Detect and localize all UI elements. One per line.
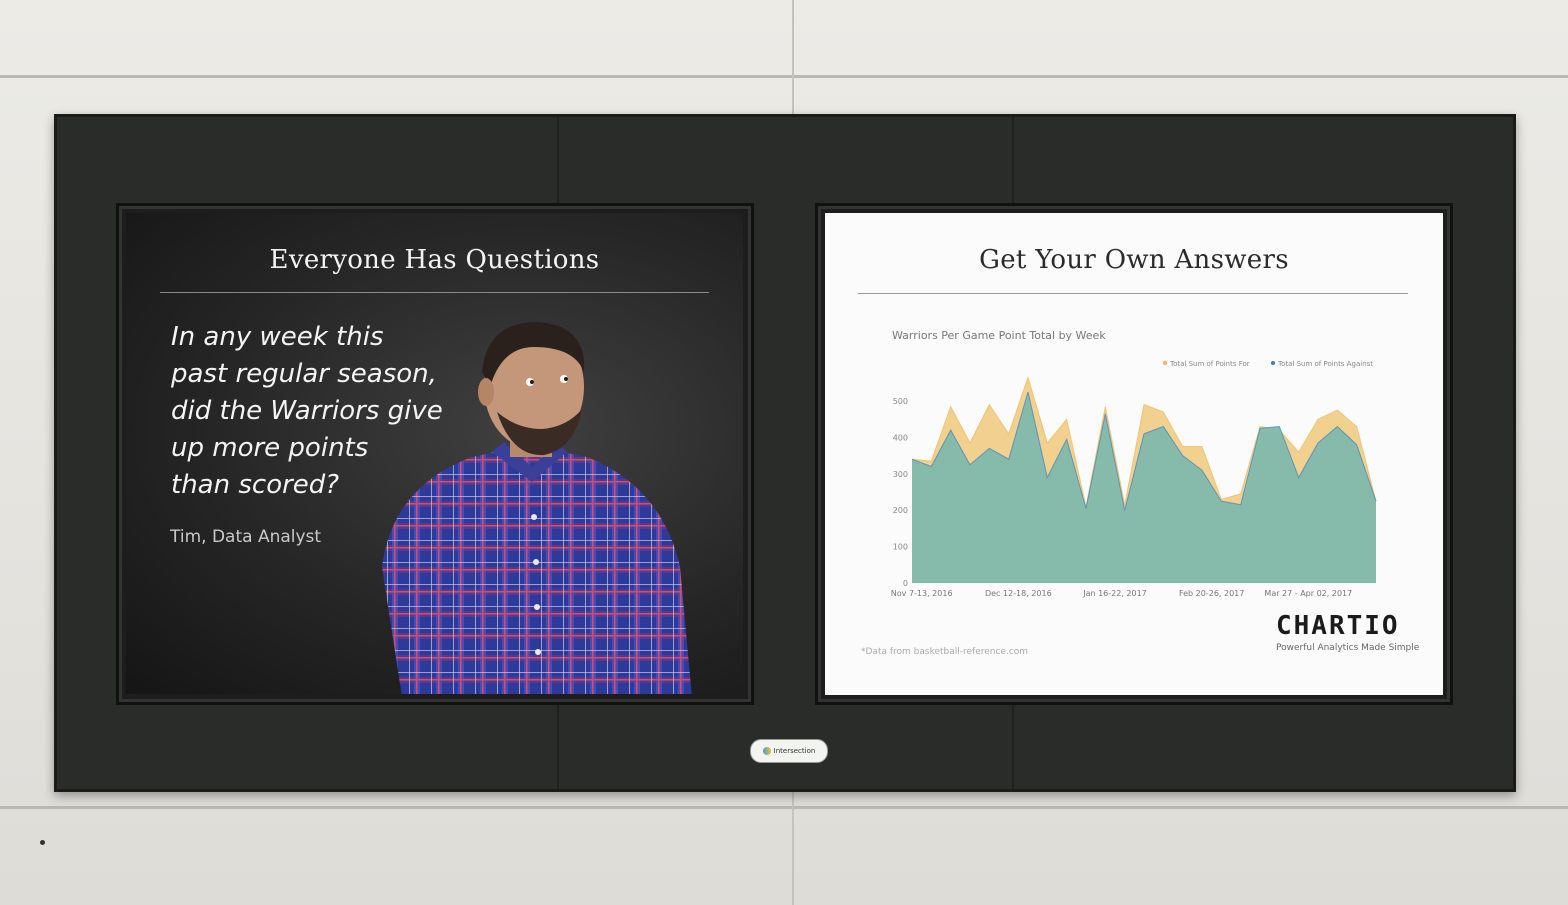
y-tick-label: 500 — [893, 397, 908, 406]
intersection-plaque: Intersection — [750, 739, 828, 763]
title-divider — [858, 293, 1408, 294]
left-poster: Everyone Has Questions In any week this … — [126, 213, 743, 694]
x-tick-label: Jan 16-22, 2017 — [1082, 589, 1147, 598]
x-tick-label: Nov 7-13, 2016 — [891, 589, 953, 598]
question-line: past regular season, — [171, 359, 437, 389]
hair — [482, 322, 585, 387]
question-line: did the Warriors give — [171, 396, 443, 426]
wall-speck — [40, 840, 45, 845]
shirt — [382, 445, 692, 694]
chart-title: Warriors Per Game Point Total by Week — [892, 329, 1106, 342]
y-tick-label: 300 — [893, 470, 908, 479]
ear — [478, 378, 494, 406]
area-chart: 0 100 200 300 400 500 Nov 7-13, 2016 Dec 12-18,… — [891, 360, 1377, 598]
series-line — [911, 375, 1377, 507]
legend-marker — [1163, 361, 1167, 365]
title-divider — [160, 292, 709, 293]
x-tick-label: Feb 20-26, 2017 — [1179, 589, 1244, 598]
wall-tile-joint — [0, 75, 1568, 78]
right-poster: Get Your Own Answers Warriors Per Game P… — [825, 213, 1443, 695]
analyst-photo — [382, 322, 692, 694]
series-area — [912, 391, 1376, 583]
x-tick-label: Mar 27 - Apr 02, 2017 — [1264, 589, 1352, 598]
y-tick-label: 400 — [893, 433, 908, 442]
intersection-logo-icon — [762, 747, 771, 755]
data-source-note: *Data from basketball-reference.com — [861, 647, 1029, 657]
y-tick-label: 0 — [903, 579, 908, 588]
head — [484, 325, 584, 449]
question-line: In any week this — [171, 322, 384, 352]
pupil — [530, 380, 534, 384]
question-line: than scored? — [171, 470, 340, 500]
question-text: In any week this past regular season, di… — [171, 319, 451, 504]
question-line: up more points — [171, 433, 369, 463]
left-poster-title: Everyone Has Questions — [269, 245, 600, 275]
series-line — [911, 391, 1377, 511]
author-credit: Tim, Data Analyst — [170, 527, 322, 547]
y-tick-label: 200 — [893, 506, 908, 515]
legend-marker — [1271, 361, 1275, 365]
pupil — [564, 377, 568, 381]
wall-tile-joint — [0, 806, 1568, 809]
right-poster-title: Get Your Own Answers — [979, 245, 1289, 275]
plaque-label: Intersection — [773, 747, 816, 755]
legend-label: Total Sum of Points For — [1169, 360, 1250, 368]
chartio-logo: CHARTIO — [1276, 611, 1400, 641]
shirt-buttons — [531, 514, 541, 655]
legend-label: Total Sum of Points Against — [1277, 360, 1373, 368]
brand-tagline: Powerful Analytics Made Simple — [1276, 643, 1420, 653]
x-tick-label: Dec 12-18, 2016 — [985, 589, 1052, 598]
beard — [497, 409, 582, 456]
y-tick-label: 100 — [893, 543, 908, 552]
